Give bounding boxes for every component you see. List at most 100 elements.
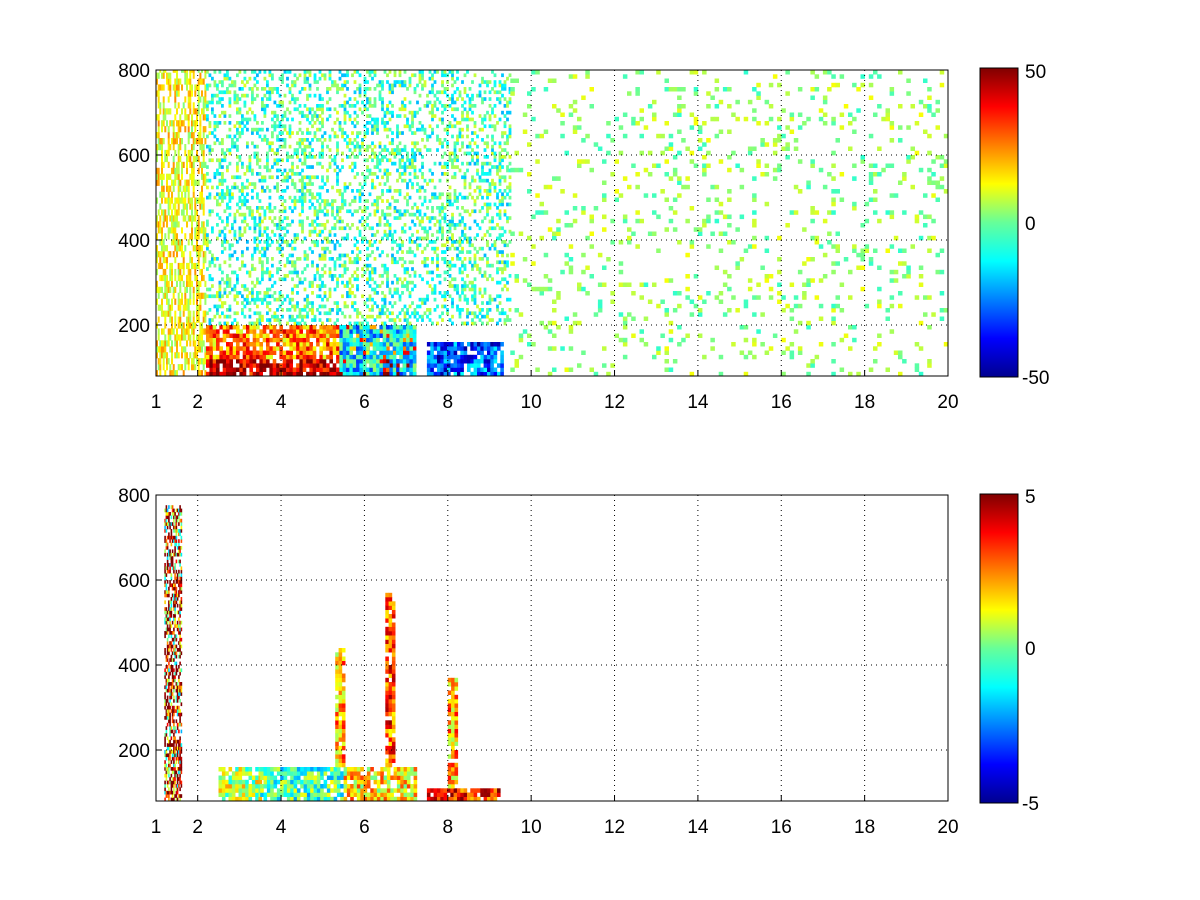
heatmap-cell bbox=[483, 363, 488, 368]
heatmap-cell bbox=[157, 358, 160, 365]
heatmap-cell bbox=[289, 363, 293, 368]
heatmap-cell bbox=[483, 117, 487, 122]
heatmap-cell bbox=[201, 78, 203, 85]
heatmap-cell bbox=[201, 358, 203, 365]
heatmap-cell bbox=[431, 131, 434, 135]
heatmap-cell bbox=[271, 87, 274, 91]
heatmap-cell bbox=[271, 110, 274, 115]
heatmap-cell bbox=[371, 202, 374, 207]
heatmap-cell bbox=[182, 346, 185, 353]
heatmap-cell bbox=[243, 297, 247, 302]
heatmap-cell bbox=[349, 333, 353, 338]
heatmap-cell bbox=[301, 192, 304, 197]
heatmap-cell bbox=[483, 202, 487, 207]
heatmap-cell bbox=[318, 127, 322, 132]
heatmap-cell bbox=[322, 371, 327, 376]
heatmap-cell bbox=[451, 202, 454, 207]
heatmap-cell bbox=[321, 284, 324, 288]
heatmap-cell bbox=[403, 209, 407, 214]
heatmap-cell bbox=[303, 151, 307, 156]
heatmap-cell bbox=[291, 80, 294, 84]
heatmap-cell bbox=[181, 84, 183, 91]
heatmap-cell bbox=[206, 185, 209, 190]
heatmap-cell bbox=[506, 165, 509, 169]
heatmap-cell bbox=[478, 178, 482, 183]
heatmap-cell bbox=[243, 219, 247, 224]
heatmap-cell bbox=[202, 203, 205, 210]
heatmap-cell bbox=[508, 127, 512, 132]
heatmap-cell bbox=[166, 120, 168, 127]
heatmap-cell bbox=[176, 221, 178, 228]
heatmap-cell bbox=[496, 195, 499, 200]
heatmap-cell bbox=[204, 239, 207, 246]
heatmap-cell bbox=[331, 206, 334, 210]
heatmap-cell bbox=[271, 263, 274, 268]
heatmap-cell bbox=[386, 199, 389, 203]
heatmap-cell bbox=[311, 138, 314, 142]
heatmap-cell bbox=[430, 346, 434, 351]
heatmap-cell bbox=[311, 148, 314, 152]
heatmap-cell bbox=[508, 274, 512, 278]
heatmap-cell bbox=[478, 127, 482, 132]
heatmap-cell bbox=[418, 304, 422, 309]
heatmap-cell bbox=[283, 274, 287, 278]
heatmap-cell bbox=[316, 267, 319, 271]
heatmap-cell bbox=[159, 304, 162, 311]
heatmap-cell bbox=[486, 229, 489, 234]
heatmap-cell bbox=[273, 318, 277, 322]
heatmap-cell bbox=[401, 291, 404, 295]
heatmap-cell bbox=[169, 304, 172, 311]
heatmap-cell bbox=[428, 110, 432, 115]
heatmap-cell bbox=[187, 132, 190, 139]
heatmap-cell bbox=[241, 165, 244, 169]
heatmap-cell bbox=[187, 310, 190, 317]
heatmap-cell bbox=[231, 287, 234, 292]
heatmap-cell bbox=[303, 304, 307, 309]
heatmap-cell bbox=[219, 354, 223, 360]
heatmap-cell bbox=[371, 158, 374, 163]
heatmap-cell bbox=[309, 342, 313, 347]
heatmap-cell bbox=[477, 350, 481, 355]
heatmap-cell bbox=[162, 72, 165, 79]
heatmap-cell bbox=[386, 158, 389, 163]
heatmap-cell bbox=[249, 359, 253, 364]
heatmap-cell bbox=[286, 117, 289, 122]
heatmap-cell bbox=[348, 104, 352, 108]
heatmap-cell bbox=[341, 104, 344, 108]
heatmap-cell bbox=[488, 294, 492, 299]
heatmap-cell bbox=[453, 158, 457, 163]
heatmap-cell bbox=[338, 168, 342, 173]
heatmap-cell bbox=[246, 185, 249, 190]
heatmap-cell bbox=[401, 308, 404, 312]
heatmap-cell bbox=[321, 253, 324, 258]
heatmap-cell bbox=[233, 182, 237, 186]
heatmap-cell bbox=[256, 342, 260, 347]
heatmap-cell bbox=[373, 117, 377, 122]
heatmap-cell bbox=[493, 165, 497, 169]
heatmap-cell bbox=[421, 297, 424, 302]
heatmap-cell bbox=[351, 260, 354, 265]
heatmap-cell bbox=[403, 314, 407, 319]
heatmap-cell bbox=[328, 250, 332, 254]
heatmap-cell bbox=[342, 342, 347, 347]
heatmap-cell bbox=[311, 308, 314, 312]
heatmap-cell bbox=[437, 354, 441, 360]
heatmap-cell bbox=[498, 158, 502, 163]
heatmap-cell bbox=[164, 209, 167, 216]
heatmap-cell bbox=[481, 161, 484, 166]
heatmap-cell bbox=[372, 371, 377, 376]
heatmap-cell bbox=[162, 191, 165, 198]
heatmap-cell bbox=[501, 175, 504, 180]
heatmap-cell bbox=[221, 189, 224, 193]
heatmap-cell bbox=[266, 104, 269, 108]
heatmap-cell bbox=[167, 209, 170, 216]
heatmap-cell bbox=[253, 223, 257, 227]
heatmap-cell bbox=[446, 87, 449, 91]
heatmap-cell bbox=[311, 107, 314, 112]
heatmap-cell bbox=[283, 144, 287, 149]
heatmap-cell bbox=[323, 246, 327, 251]
heatmap-cell bbox=[331, 308, 334, 312]
heatmap-cell bbox=[251, 280, 254, 285]
heatmap-cell bbox=[236, 100, 239, 105]
heatmap-cell bbox=[372, 359, 377, 364]
